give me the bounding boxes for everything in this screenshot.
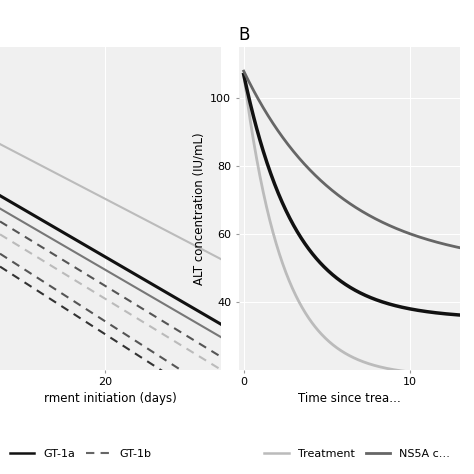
- X-axis label: Time since trea…: Time since trea…: [298, 392, 401, 404]
- Text: B: B: [239, 27, 250, 45]
- Y-axis label: ALT concentration (IU/mL): ALT concentration (IU/mL): [193, 132, 206, 285]
- Legend: Treatment, NS5A c…: Treatment, NS5A c…: [260, 445, 454, 464]
- X-axis label: rment initiation (days): rment initiation (days): [44, 392, 177, 404]
- Legend: GT-1a, GT-1b: GT-1a, GT-1b: [6, 445, 156, 464]
